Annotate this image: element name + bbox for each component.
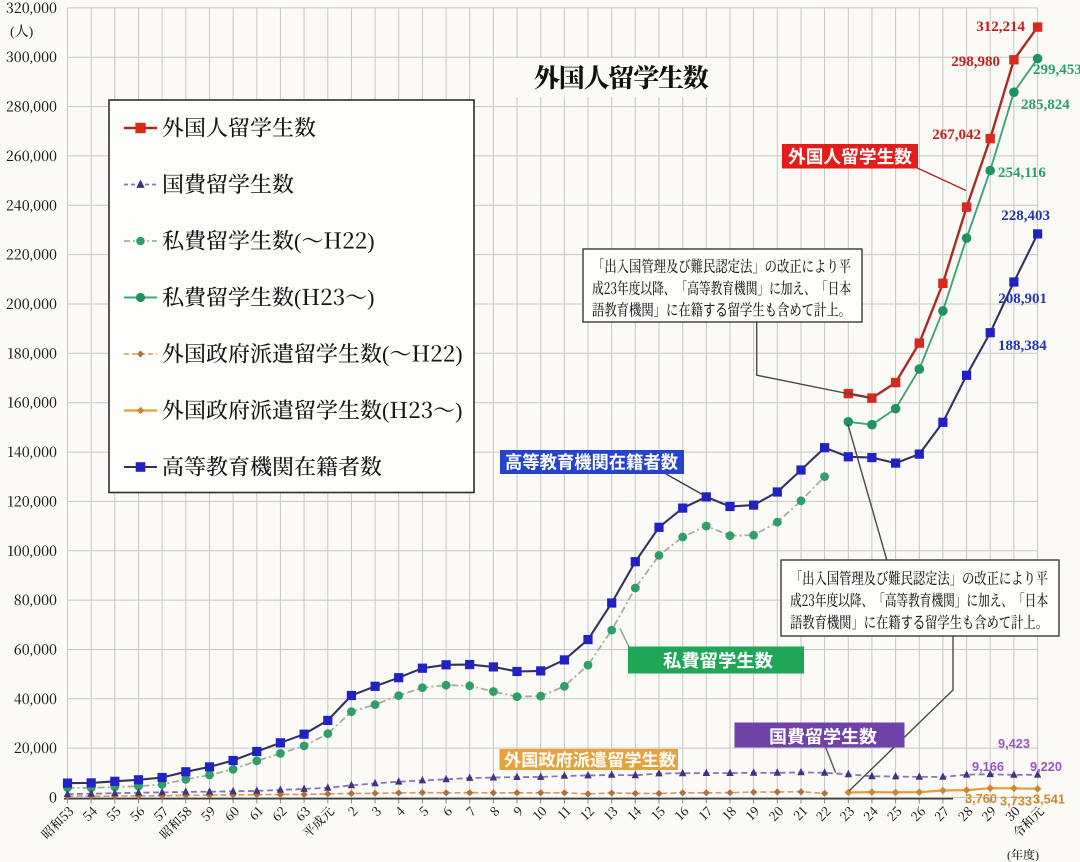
svg-text:9,166: 9,166 [972, 759, 1004, 774]
svg-text:40,000: 40,000 [14, 689, 57, 709]
svg-text:267,042: 267,042 [932, 127, 981, 143]
svg-text:300,000: 300,000 [6, 47, 57, 67]
svg-text:9,423: 9,423 [998, 736, 1030, 751]
svg-text:228,403: 228,403 [1001, 208, 1050, 224]
svg-text:国費留学生数: 国費留学生数 [769, 723, 877, 749]
svg-text:外国人留学生数: 外国人留学生数 [162, 112, 316, 143]
svg-text:私費留学生数(H23～): 私費留学生数(H23～) [162, 281, 375, 312]
svg-text:成23年度以降、「高等教育機関」に加え、「日本: 成23年度以降、「高等教育機関」に加え、「日本 [592, 276, 851, 299]
svg-text:(人): (人) [10, 21, 34, 41]
svg-text:(年度): (年度) [1007, 846, 1039, 862]
svg-text:260,000: 260,000 [6, 146, 57, 166]
svg-text:外国人留学生数: 外国人留学生数 [534, 58, 709, 95]
svg-text:外国政府派遣留学生数: 外国政府派遣留学生数 [504, 746, 676, 771]
svg-text:298,980: 298,980 [951, 54, 1000, 70]
svg-text:3,541: 3,541 [1033, 792, 1065, 807]
svg-text:20,000: 20,000 [14, 738, 57, 758]
svg-text:280,000: 280,000 [6, 97, 57, 117]
svg-text:3,760: 3,760 [965, 791, 997, 806]
svg-text:「出入国管理及び難民認定法」の改正により平: 「出入国管理及び難民認定法」の改正により平 [790, 566, 1048, 589]
svg-text:220,000: 220,000 [6, 245, 57, 265]
svg-text:312,214: 312,214 [976, 19, 1025, 35]
svg-text:語教育機関」に在籍する留学生も含めて計上。: 語教育機関」に在籍する留学生も含めて計上。 [592, 298, 851, 321]
svg-text:9,220: 9,220 [1030, 759, 1062, 774]
svg-text:高等教育機関在籍者数: 高等教育機関在籍者数 [505, 449, 678, 475]
svg-text:私費留学生数(～H22): 私費留学生数(～H22) [162, 225, 375, 256]
svg-text:160,000: 160,000 [7, 393, 57, 413]
svg-text:254,116: 254,116 [998, 165, 1046, 181]
svg-text:私費留学生数: 私費留学生数 [663, 647, 773, 673]
svg-text:299,453: 299,453 [1033, 62, 1080, 78]
svg-text:外国人留学生数: 外国人留学生数 [788, 143, 912, 169]
svg-text:188,384: 188,384 [998, 338, 1047, 354]
svg-text:320,000: 320,000 [6, 0, 57, 18]
svg-text:外国政府派遣留学生数(～H22): 外国政府派遣留学生数(～H22) [162, 338, 463, 369]
svg-text:140,000: 140,000 [7, 442, 57, 462]
svg-text:成23年度以降、「高等教育機関」に加え、「日本: 成23年度以降、「高等教育機関」に加え、「日本 [790, 588, 1048, 611]
svg-text:外国政府派遣留学生数(H23～): 外国政府派遣留学生数(H23～) [162, 394, 463, 425]
svg-text:「出入国管理及び難民認定法」の改正により平: 「出入国管理及び難民認定法」の改正により平 [592, 254, 851, 277]
svg-text:200,000: 200,000 [6, 294, 57, 314]
svg-text:語教育機関」に在籍する留学生も含めて計上。: 語教育機関」に在籍する留学生も含めて計上。 [790, 610, 1048, 633]
svg-text:180,000: 180,000 [7, 343, 57, 363]
svg-text:高等教育機関在籍者数: 高等教育機関在籍者数 [162, 451, 382, 482]
svg-text:60,000: 60,000 [14, 640, 57, 660]
svg-text:120,000: 120,000 [7, 491, 57, 511]
svg-text:208,901: 208,901 [998, 291, 1047, 307]
svg-text:285,824: 285,824 [1021, 97, 1070, 113]
svg-text:0: 0 [49, 788, 57, 808]
svg-text:国費留学生数: 国費留学生数 [162, 168, 294, 199]
svg-text:100,000: 100,000 [7, 541, 57, 561]
svg-text:80,000: 80,000 [14, 590, 57, 610]
svg-text:240,000: 240,000 [6, 195, 57, 215]
svg-text:3,733: 3,733 [1000, 794, 1032, 809]
